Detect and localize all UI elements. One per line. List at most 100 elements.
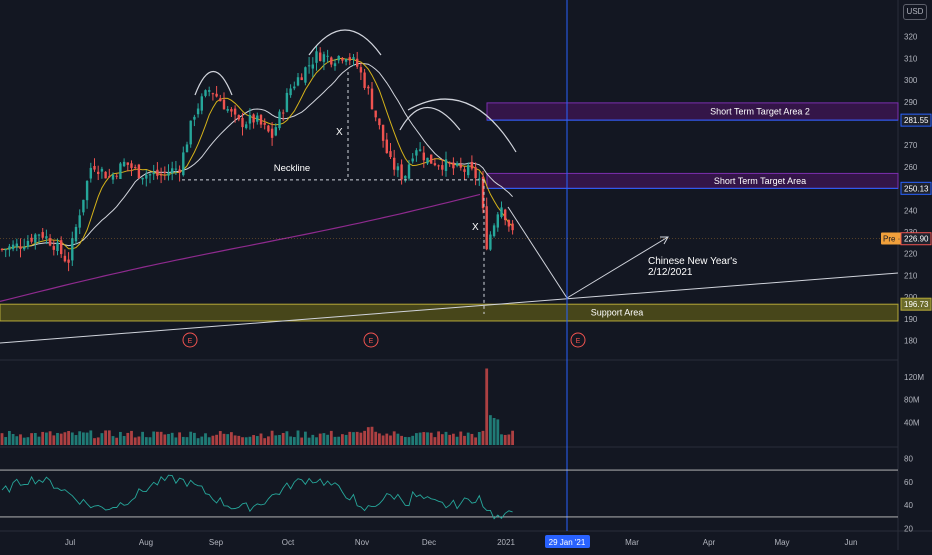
candle-body (504, 209, 507, 221)
time-tick-label: Jul (65, 538, 75, 547)
volume-bar (318, 433, 322, 445)
currency-badge[interactable]: USD (903, 4, 927, 20)
candle-body (97, 171, 100, 174)
time-tick-label: Mar (625, 538, 639, 547)
candle-body (433, 163, 437, 166)
candle-body (437, 165, 440, 167)
candle-body (37, 234, 41, 236)
candle-body (359, 67, 363, 73)
candle-body (411, 158, 414, 162)
candle-body (119, 163, 122, 180)
candle-body (189, 120, 192, 145)
candle-body (389, 151, 392, 158)
candle-body (500, 207, 503, 217)
candle-body (315, 51, 318, 63)
candle-body (71, 238, 74, 261)
volume-bar (70, 432, 74, 445)
candle-body (0, 248, 4, 250)
volume-bar (93, 438, 96, 445)
volume-bar (59, 433, 63, 445)
candle-body (418, 149, 422, 151)
zones (0, 102, 899, 322)
volume-bar (152, 431, 156, 445)
volume-bar (385, 433, 389, 445)
pattern-arc (399, 106, 461, 131)
candle-body (226, 109, 229, 111)
candle-body (137, 164, 141, 179)
candle-body (492, 225, 496, 237)
volume-bar (19, 434, 22, 445)
volume-bar (100, 433, 104, 445)
volume-bar (63, 432, 67, 445)
candle-body (104, 171, 107, 179)
candle-body (185, 144, 189, 153)
volume-bar (489, 415, 492, 445)
cny-date-label: 2/12/2021 (648, 267, 693, 278)
earnings-marker-label: E (188, 338, 193, 345)
oscillator-tick-label: 80 (904, 454, 913, 463)
earnings-marker-label: E (576, 338, 581, 345)
earnings-marker (570, 332, 586, 348)
volume-bar (144, 437, 148, 445)
volume-bar (107, 430, 111, 445)
price-tick-label: 180 (904, 337, 918, 346)
volume-bar (278, 434, 281, 445)
measure-x-label: X (472, 222, 479, 233)
time-tick-label: Oct (282, 538, 295, 547)
support-zone (0, 303, 899, 322)
oscillator-line (1, 474, 513, 520)
candle-body (56, 242, 59, 252)
candle-body (385, 139, 388, 154)
candle-body (370, 88, 374, 110)
candle-body (74, 226, 78, 242)
volume-bar (56, 432, 59, 445)
volume-bar (470, 433, 474, 445)
candle-body (300, 77, 303, 81)
candle-body (356, 58, 359, 67)
candle-body (30, 237, 33, 242)
volume-bar (311, 434, 315, 445)
candle-body (222, 99, 226, 110)
candle-body (89, 167, 92, 179)
crosshair-date-label: 29 Jan '21 (549, 538, 586, 547)
volume-bar (511, 430, 514, 445)
candle-body (256, 115, 259, 122)
volume-bar (189, 431, 193, 445)
candle-body (285, 92, 289, 112)
candle-body (141, 177, 144, 180)
candle-body (241, 117, 244, 128)
candle-body (204, 90, 207, 96)
candle-body (63, 255, 67, 262)
volume-bar (326, 434, 329, 445)
candle-body (263, 122, 266, 125)
candle-body (182, 152, 185, 176)
volume-bar (96, 437, 100, 445)
time-tick-label: Apr (703, 538, 716, 547)
candle-body (474, 167, 477, 179)
volume-bar (89, 430, 93, 445)
volume-bar (222, 433, 226, 445)
volume-bar (463, 435, 466, 445)
volume-bar (415, 433, 418, 445)
volume-bar (141, 431, 144, 445)
candle-body (307, 65, 311, 67)
volume-bar (485, 368, 489, 445)
candle-body (274, 127, 277, 136)
candle-body (93, 165, 96, 170)
volume-bar (48, 431, 52, 445)
volume-bar (170, 432, 174, 445)
candle-body (248, 114, 252, 124)
candle-body (111, 174, 115, 180)
volume-bar (52, 435, 56, 445)
ma-slow-line (1, 62, 513, 250)
candle-body (348, 57, 351, 61)
volume-bar (307, 437, 311, 445)
candle-body (378, 118, 381, 126)
volume-bar (503, 434, 507, 445)
volume-bar (230, 432, 233, 445)
volume-bar (41, 431, 45, 445)
time-tick-label: May (774, 538, 789, 547)
volume-bar (196, 438, 200, 445)
